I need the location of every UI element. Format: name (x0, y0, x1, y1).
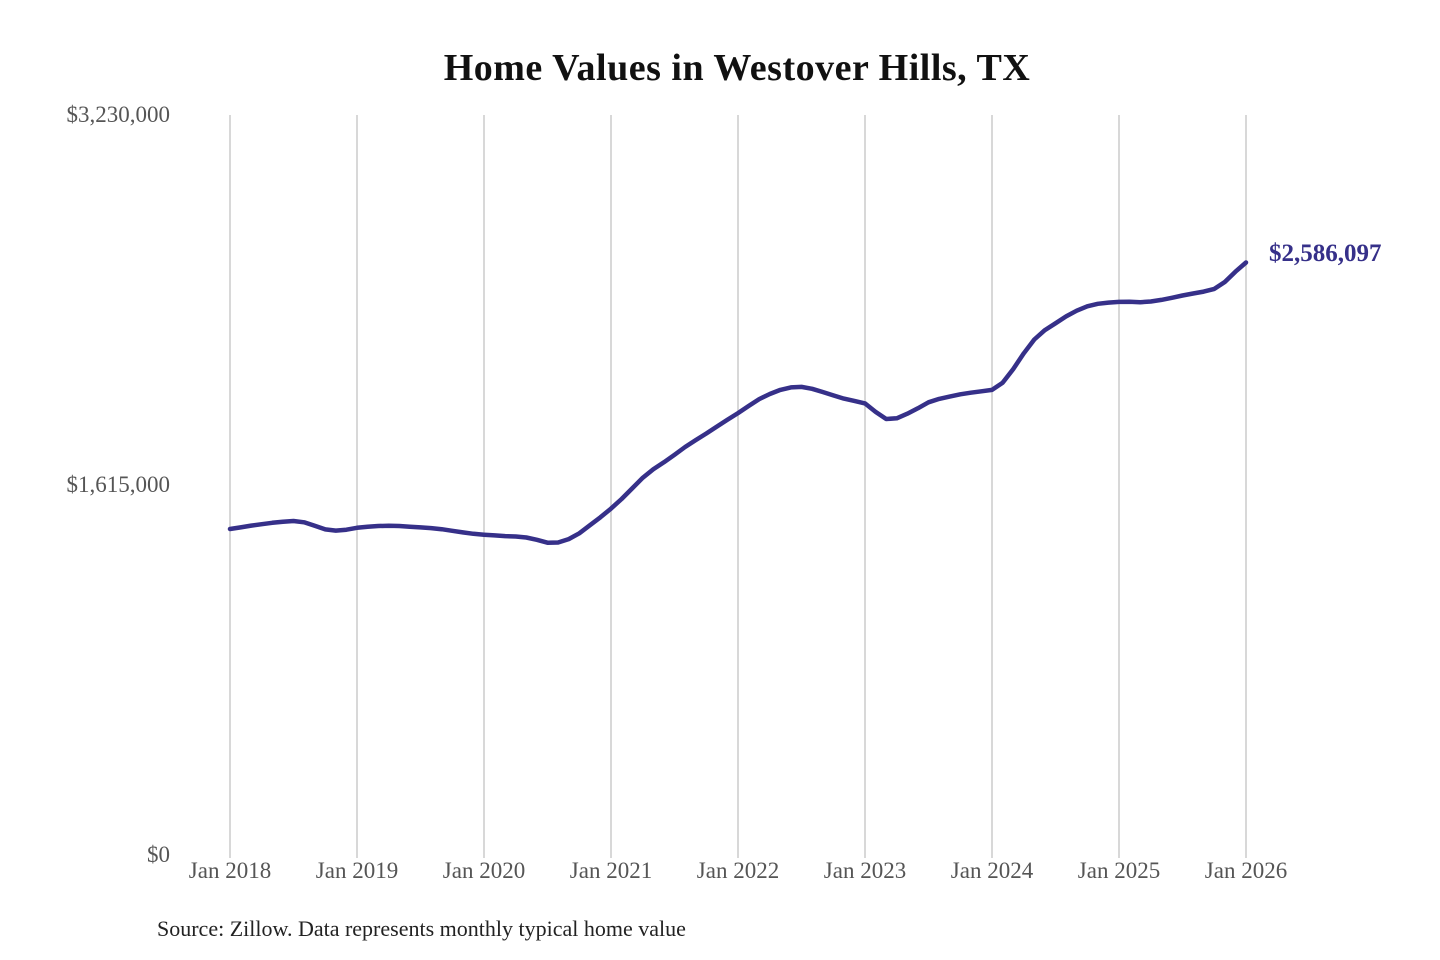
x-tick-label: Jan 2019 (315, 858, 399, 883)
x-tick-label: Jan 2021 (569, 858, 653, 883)
x-tick-label: Jan 2018 (188, 858, 272, 883)
x-tick-label: Jan 2026 (1204, 858, 1288, 883)
x-tick-label: Jan 2022 (696, 858, 780, 883)
y-tick-label: $1,615,000 (66, 472, 171, 497)
x-tick-label: Jan 2024 (950, 858, 1034, 883)
x-tick-label: Jan 2025 (1077, 858, 1161, 883)
chart-title: Home Values in Westover Hills, TX (443, 47, 1031, 89)
x-tick-label: Jan 2020 (442, 858, 526, 883)
home-value-line (227, 260, 1249, 545)
y-tick-label: $0 (147, 842, 170, 867)
latest-value-label: $2,586,097 (1269, 239, 1382, 267)
source-note: Source: Zillow. Data represents monthly … (157, 916, 686, 941)
x-tick-label: Jan 2023 (823, 858, 907, 883)
y-tick-label: $3,230,000 (66, 102, 171, 127)
